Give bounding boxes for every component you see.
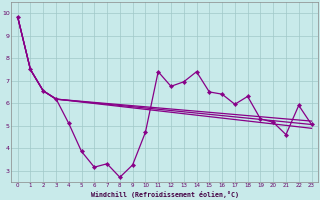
X-axis label: Windchill (Refroidissement éolien,°C): Windchill (Refroidissement éolien,°C) (91, 191, 239, 198)
